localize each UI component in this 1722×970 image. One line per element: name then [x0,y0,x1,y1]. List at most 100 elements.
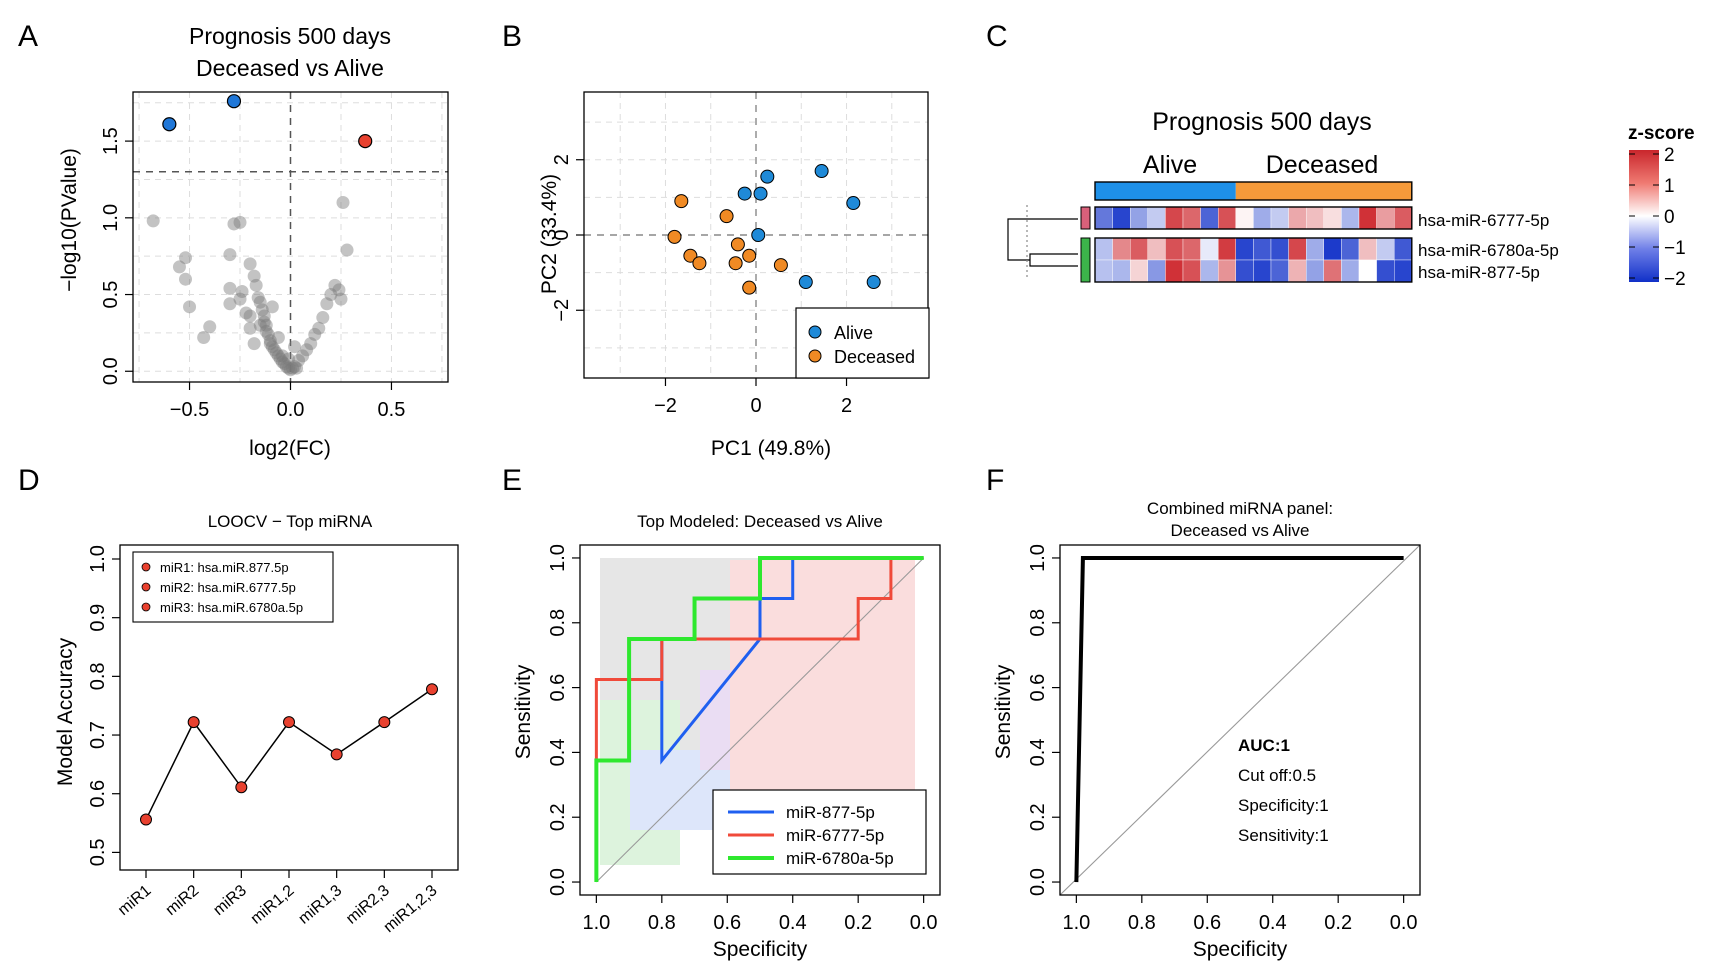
x-tick-label: miR2 [163,882,203,919]
volcano-point-ns [284,363,297,377]
volcano-point-ns [183,300,197,314]
roc-e-frame [579,544,941,896]
heatmap-cell [1341,259,1360,283]
roc-e-legend: miR-877-5p miR-6777-5p miR-6780a-5p [712,789,927,875]
x-tick-label: miR1,2 [248,882,298,928]
roc-e-x-label: Specificity [713,938,808,961]
heatmap-cell [1165,206,1184,230]
y-tick-label: 0.4 [547,739,569,767]
y-tick-label: 0 [551,229,573,240]
heatmap-cell [1129,206,1148,230]
heatmap-cell [1393,206,1412,230]
y-tick-label: 0.9 [87,604,109,632]
heatmap-cell [1094,259,1113,283]
x-tick-label: 0.0 [1390,912,1418,934]
heatmap-cell [1288,259,1307,283]
volcano-plot: Prognosis 500 days Deceased vs Alive −0.… [58,23,449,460]
volcano-y-label: −log10(PValue) [58,148,81,292]
heatmap-cell [1270,259,1289,283]
x-tick-label: 1.0 [582,912,610,934]
roc-f-frame [1059,544,1421,896]
y-tick-label: 0.4 [1027,739,1049,767]
pca-x-axis: −2 0 2 [654,378,852,417]
volcano-points [146,94,373,377]
group-bar-alive [1095,182,1236,200]
volcano-point-ns [172,260,186,274]
volcano-point-ns [277,357,291,371]
y-tick-label: 1.0 [100,204,122,232]
loocv-y-label: Model Accuracy [54,637,77,786]
x-tick-label: 0.8 [648,912,676,934]
x-tick-label: 0.6 [713,912,741,934]
accuracy-point [187,716,200,729]
heatmap-cell [1182,237,1201,261]
heatmap-cell [1288,206,1307,230]
volcano-point-ns [253,295,267,309]
heatmap-cell [1147,259,1166,283]
volcano-point-ns [271,331,285,345]
pca-point-deceased [683,248,698,263]
volcano-point-ns [300,343,314,357]
x-tick-label: 0.4 [1259,912,1287,934]
volcano-point-ns [197,331,211,345]
accuracy-point [140,813,152,826]
x-tick-label: 0.4 [779,912,807,934]
pca-point-alive [866,275,881,290]
pca-point-alive [846,196,861,211]
colorbar-tick-label: −2 [1664,269,1686,290]
volcano-x-axis: −0.5 0.0 0.5 [170,382,405,421]
heatmap-cell [1376,206,1395,230]
roc-e-y-axis: 0.0 0.2 0.4 0.6 0.8 1.0 [547,544,580,896]
heatmap-cell [1217,259,1236,283]
heatmap-cell [1358,206,1377,230]
heatmap-cell [1305,237,1324,261]
volcano-point-ns [320,297,334,311]
volcano-point-ns [308,327,322,341]
legend-label-alive: Alive [834,323,873,343]
y-tick-label: 0.6 [1027,674,1049,702]
ci-band-purple [700,670,880,770]
volcano-point-ns [324,288,338,302]
volcano-point-ns [239,306,253,320]
legend-entry-mir2: miR2: hsa.miR.6777.5p [160,580,296,595]
pca-point-deceased [692,256,707,271]
legend-label-mir6780a: miR-6780a-5p [786,849,894,868]
volcano-point-ns [281,361,295,375]
y-tick-label: 0.8 [1027,609,1049,637]
volcano-point-ns [251,291,265,305]
pca-point-deceased [674,194,689,209]
heatmap-cell [1112,206,1131,230]
roc-e-title: Top Modeled: Deceased vs Alive [637,512,883,531]
volcano-point-ns [265,300,279,314]
heatmap-cell [1094,237,1113,261]
heatmap-cell [1235,206,1254,230]
heatmap-cell [1129,237,1148,261]
row-label-mir-877: hsa-miR-877-5p [1418,263,1540,282]
volcano-title-line1: Prognosis 500 days [189,23,391,49]
y-tick-label: 1.0 [1027,544,1049,572]
accuracy-point [330,748,343,761]
x-tick-label: −2 [654,395,677,417]
x-tick-label: 0.8 [1128,912,1156,934]
accuracy-point [426,683,438,696]
volcano-point-ns [233,292,247,306]
sensitivity-annotation: Sensitivity:1 [1238,826,1329,845]
volcano-point-ns [332,283,346,297]
volcano-point-down [162,117,177,132]
heatmap-cell [1182,206,1201,230]
roc-e-x-axis: 1.0 0.8 0.6 0.4 0.2 0.0 [582,895,938,934]
heatmap-cell [1288,237,1307,261]
heatmap-cell [1341,237,1360,261]
volcano-point-up [358,134,373,149]
loocv-title: LOOCV − Top miRNA [208,512,373,531]
row-label-mir-6777: hsa-miR-6777-5p [1418,211,1549,230]
volcano-point-ns [273,352,287,366]
cutoff-annotation: Cut off:0.5 [1238,766,1316,785]
volcano-point-ns [203,320,217,334]
volcano-point-ns [263,337,277,351]
y-tick-label: 0.0 [100,357,122,385]
pca-plot: −2 0 2 −2 0 2 PC1 (49.8%) PC2 (33.4%) Alive … [538,91,930,460]
pca-point-deceased [742,280,757,295]
legend-marker-deceased [808,349,822,363]
heatmap-cell [1323,206,1342,230]
